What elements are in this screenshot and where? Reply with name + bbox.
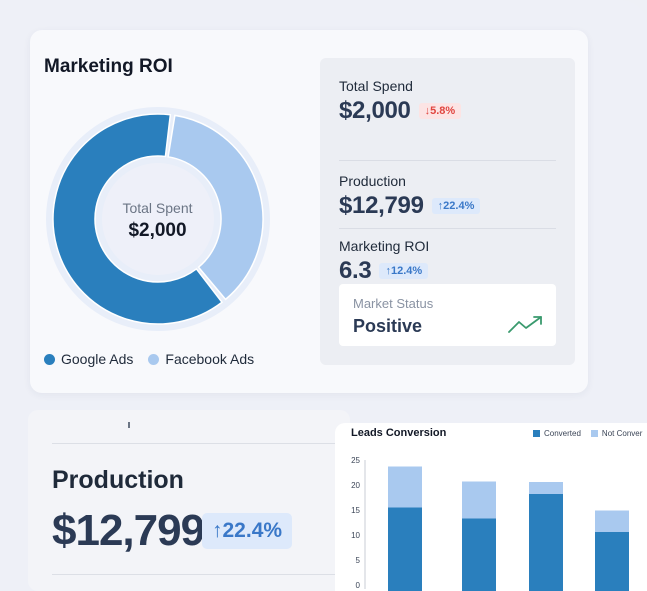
stat-value: $2,000 (339, 97, 411, 124)
legend-label: Google Ads (61, 351, 134, 367)
production-card: Production $12,799 ↑22.4% (28, 410, 350, 591)
y-tick-label: 15 (351, 506, 360, 515)
bar-not-converted (529, 482, 563, 494)
change-badge: ↑22.4% (431, 198, 481, 214)
stats-panel: Total Spend $2,000 ↓5.8% Production $12,… (320, 58, 575, 365)
donut-segment-google-ads (52, 113, 224, 325)
bar-not-converted (462, 481, 496, 519)
donut-center-value: $2,000 (128, 220, 187, 241)
donut-center-label: Total Spent (122, 200, 193, 216)
divider-mark (128, 422, 130, 428)
legend-item-facebook-ads: Facebook Ads (148, 351, 254, 367)
change-badge: ↑22.4% (202, 513, 293, 549)
legend-dot (44, 353, 55, 365)
stat-label: Marketing ROI (339, 238, 430, 254)
divider (339, 228, 556, 229)
status-label: Market Status (353, 296, 434, 311)
donut-legend: Google Ads Facebook Ads (44, 351, 254, 367)
legend-swatch (590, 430, 598, 437)
y-tick-label: 0 (356, 581, 361, 590)
divider (52, 574, 342, 575)
status-value: Positive (353, 316, 423, 336)
bar-converted (388, 507, 422, 591)
production-label: Production (52, 466, 184, 494)
stat-value: 6.3 (339, 257, 372, 284)
card-title: Marketing ROI (44, 56, 173, 77)
legend-item-google-ads: Google Ads (44, 351, 133, 367)
leads-conversion-card: 25 20 15 10 5 0 Leads Conversion Converted No… (335, 423, 647, 591)
donut-segment-facebook-ads (167, 114, 264, 301)
change-badge: ↑12.4% (379, 263, 429, 279)
stat-marketing-roi: Marketing ROI 6.3 ↑12.4% (339, 238, 429, 285)
market-status-box: Market Status Positive (339, 284, 556, 346)
donut-chart (46, 107, 270, 331)
bar-converted (529, 494, 563, 591)
divider (52, 443, 342, 444)
bar-not-converted (388, 466, 422, 508)
stat-label: Production (339, 173, 406, 189)
legend-label: Converted (544, 429, 581, 438)
stat-total-spend: Total Spend $2,000 ↓5.8% (339, 78, 462, 125)
bar-not-converted (595, 510, 629, 532)
y-tick-label: 25 (351, 456, 360, 465)
production-value: $12,799 (52, 506, 205, 555)
leads-bar-chart: 25 20 15 10 5 0 (351, 456, 629, 591)
stat-value: $12,799 (339, 192, 424, 219)
divider (339, 160, 556, 161)
y-tick-label: 10 (351, 531, 360, 540)
chart-legend: Converted Not Conver (533, 429, 642, 438)
y-tick-label: 5 (356, 556, 361, 565)
legend-swatch (533, 430, 540, 437)
change-badge: ↓5.8% (418, 103, 462, 119)
legend-item-not-converted: Not Conver (590, 429, 643, 438)
y-tick-label: 20 (351, 481, 360, 490)
bar-converted (595, 532, 629, 591)
bar-converted (462, 518, 496, 591)
legend-label: Facebook Ads (165, 351, 255, 367)
stat-production: Production $12,799 ↑22.4% (339, 173, 481, 220)
trend-up-icon (508, 316, 542, 333)
legend-label: Not Conver (601, 429, 643, 438)
legend-item-converted: Converted (533, 429, 581, 438)
stat-label: Total Spend (339, 78, 413, 94)
marketing-roi-card: Marketing ROI Total Spent $2,000 Google … (30, 30, 588, 393)
legend-dot (148, 353, 160, 365)
chart-title: Leads Conversion (351, 427, 447, 439)
